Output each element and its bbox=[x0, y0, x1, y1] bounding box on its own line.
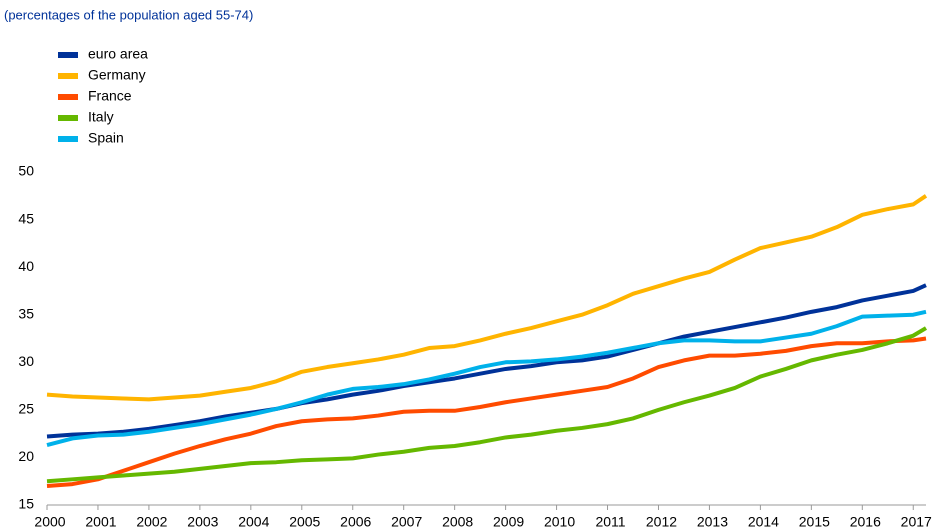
y-tick-label: 35 bbox=[18, 305, 34, 321]
y-tick-label: 15 bbox=[18, 496, 34, 512]
y-tick-label: 25 bbox=[18, 401, 34, 417]
legend-label: France bbox=[88, 88, 132, 104]
series-line bbox=[46, 336, 927, 488]
x-tick-label: 2017 bbox=[901, 514, 932, 530]
x-tick-label: 2015 bbox=[799, 514, 830, 530]
series-line bbox=[46, 283, 927, 439]
legend-swatch bbox=[58, 115, 78, 121]
x-tick-label: 2012 bbox=[646, 514, 677, 530]
x-tick-label: 2016 bbox=[850, 514, 881, 530]
x-tick-label: 2008 bbox=[442, 514, 473, 530]
y-tick-label: 30 bbox=[18, 353, 34, 369]
legend-swatch bbox=[58, 136, 78, 142]
x-tick-label: 2002 bbox=[136, 514, 167, 530]
y-tick-label: 50 bbox=[18, 163, 34, 179]
x-tick-label: 2000 bbox=[34, 514, 65, 530]
legend-swatch bbox=[58, 73, 78, 79]
legend-label: Italy bbox=[88, 109, 114, 125]
legend-label: Germany bbox=[88, 67, 146, 83]
x-tick-label: 2007 bbox=[391, 514, 422, 530]
legend-swatch bbox=[58, 94, 78, 100]
x-tick-label: 2006 bbox=[340, 514, 371, 530]
x-tick-label: 2003 bbox=[187, 514, 218, 530]
x-tick-label: 2001 bbox=[85, 514, 116, 530]
series-line bbox=[46, 194, 928, 402]
series-line bbox=[46, 326, 928, 484]
legend-label: euro area bbox=[88, 46, 148, 62]
y-tick-label: 40 bbox=[18, 258, 34, 274]
series-line bbox=[46, 309, 927, 447]
x-tick-label: 2009 bbox=[493, 514, 524, 530]
x-tick-label: 2004 bbox=[238, 514, 269, 530]
x-tick-label: 2013 bbox=[697, 514, 728, 530]
legend-label: Spain bbox=[88, 130, 124, 146]
x-tick-label: 2010 bbox=[544, 514, 575, 530]
x-tick-label: 2005 bbox=[289, 514, 320, 530]
y-tick-label: 45 bbox=[18, 210, 34, 226]
y-tick-label: 20 bbox=[18, 448, 34, 464]
x-tick-label: 2011 bbox=[595, 514, 625, 530]
legend-swatch bbox=[58, 52, 78, 58]
chart-subtitle: (percentages of the population aged 55-7… bbox=[4, 7, 253, 22]
x-tick-label: 2014 bbox=[748, 514, 779, 530]
